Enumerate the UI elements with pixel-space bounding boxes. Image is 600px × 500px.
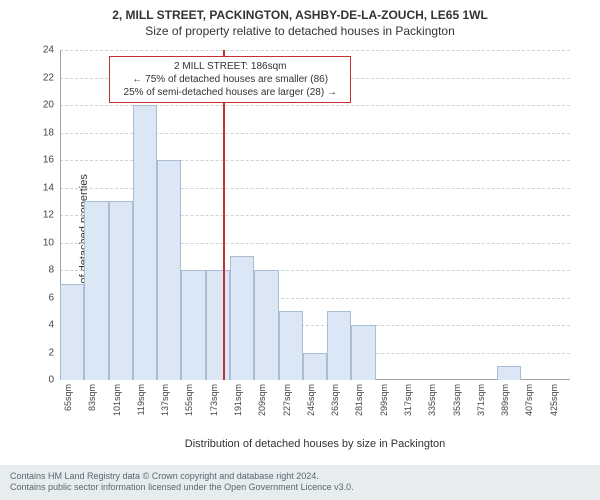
x-tick-label: 209sqm (257, 384, 267, 416)
y-tick-label: 24 (30, 45, 54, 56)
x-tick-label: 101sqm (112, 384, 122, 416)
annotation-line: 2 MILL STREET: 186sqm (116, 60, 344, 73)
x-tick-label: 299sqm (379, 384, 389, 416)
histogram-bar (133, 105, 157, 380)
histogram-bar (351, 325, 375, 380)
footer-line1: Contains HM Land Registry data © Crown c… (10, 471, 590, 483)
histogram-bar (497, 366, 521, 380)
annotation-box: 2 MILL STREET: 186sqm← 75% of detached h… (109, 56, 351, 103)
chart-container: 2, MILL STREET, PACKINGTON, ASHBY-DE-LA-… (0, 0, 600, 500)
histogram-bar (279, 311, 303, 380)
chart-title-sub: Size of property relative to detached ho… (0, 22, 600, 38)
histogram-bar (60, 284, 84, 380)
histogram-bar (327, 311, 351, 380)
histogram-bar (303, 353, 327, 381)
x-axis-label: Distribution of detached houses by size … (60, 438, 570, 450)
x-tick-label: 317sqm (403, 384, 413, 416)
plot-area: 02468101214161820222465sqm83sqm101sqm119… (60, 50, 570, 380)
y-tick-label: 18 (30, 127, 54, 138)
x-tick-label: 371sqm (476, 384, 486, 416)
chart-title-main: 2, MILL STREET, PACKINGTON, ASHBY-DE-LA-… (0, 0, 600, 22)
histogram-bar (84, 201, 108, 380)
y-tick-label: 8 (30, 265, 54, 276)
x-tick-label: 407sqm (524, 384, 534, 416)
x-tick-label: 137sqm (160, 384, 170, 416)
x-tick-label: 281sqm (354, 384, 364, 416)
y-tick-label: 20 (30, 100, 54, 111)
y-tick-label: 12 (30, 210, 54, 221)
x-tick-label: 119sqm (136, 384, 146, 415)
x-tick-label: 173sqm (209, 384, 219, 416)
histogram-bar (109, 201, 133, 380)
histogram-bar (206, 270, 230, 380)
y-tick-label: 4 (30, 320, 54, 331)
y-tick-label: 16 (30, 155, 54, 166)
y-tick-label: 2 (30, 347, 54, 358)
annotation-line: ← 75% of detached houses are smaller (86… (116, 73, 344, 86)
x-tick-label: 353sqm (452, 384, 462, 416)
x-tick-label: 263sqm (330, 384, 340, 416)
footer-line2: Contains public sector information licen… (10, 482, 590, 494)
x-tick-label: 65sqm (63, 384, 73, 411)
x-tick-label: 389sqm (500, 384, 510, 416)
x-tick-label: 335sqm (427, 384, 437, 416)
y-tick-label: 0 (30, 375, 54, 386)
histogram-bar (254, 270, 278, 380)
x-tick-label: 227sqm (282, 384, 292, 416)
y-tick-label: 10 (30, 237, 54, 248)
histogram-bar (157, 160, 181, 380)
x-tick-label: 155sqm (184, 384, 194, 416)
y-tick-label: 6 (30, 292, 54, 303)
y-tick-label: 22 (30, 72, 54, 83)
y-tick-label: 14 (30, 182, 54, 193)
histogram-bar (230, 256, 254, 380)
x-tick-label: 83sqm (87, 384, 97, 411)
annotation-line: 25% of semi-detached houses are larger (… (116, 86, 344, 99)
gridline (60, 50, 570, 51)
x-tick-label: 191sqm (233, 384, 243, 416)
x-tick-label: 425sqm (549, 384, 559, 416)
histogram-bar (181, 270, 205, 380)
x-tick-label: 245sqm (306, 384, 316, 416)
footer-attribution: Contains HM Land Registry data © Crown c… (0, 465, 600, 500)
